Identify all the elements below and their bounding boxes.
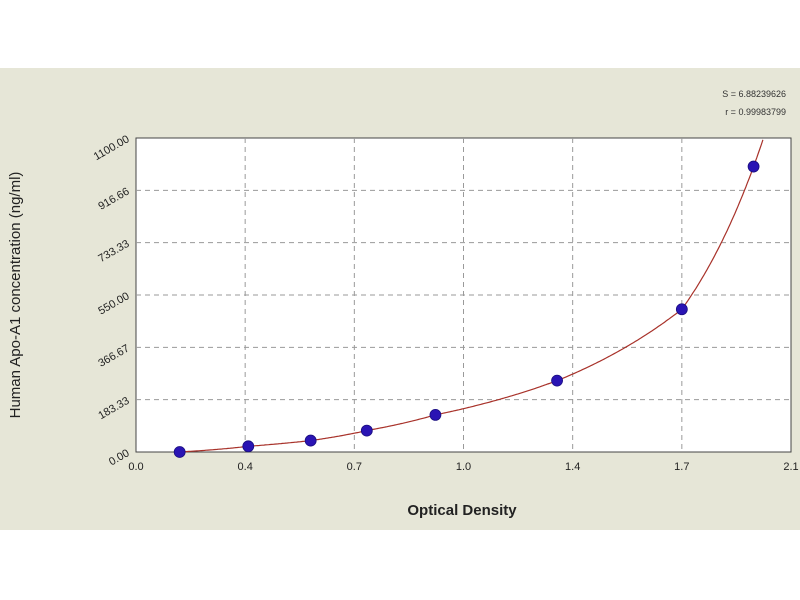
y-tick-label: 550.00 [96, 290, 131, 317]
y-tick-label: 366.67 [96, 343, 131, 370]
grid-lines [136, 138, 791, 452]
x-axis-label: Optical Density [407, 502, 517, 519]
y-tick-label: 916.66 [96, 186, 131, 213]
chart-svg: 0.00183.33366.67550.00733.33916.661100.0… [7, 89, 799, 519]
x-tick-label: 1.4 [565, 461, 580, 473]
x-tick-label: 1.7 [674, 461, 689, 473]
y-tick-label: 183.33 [96, 395, 131, 422]
data-points [173, 160, 760, 458]
data-point [173, 446, 186, 458]
data-point [747, 160, 760, 173]
x-tick-label: 0.4 [238, 461, 253, 473]
data-point [304, 434, 317, 447]
y-tick-label: 733.33 [96, 238, 131, 265]
y-tick-labels: 0.00183.33366.67550.00733.33916.661100.0… [92, 133, 132, 468]
data-point [675, 303, 688, 316]
chart-figure: 0.00 183.33 366.67 550.00 733.33 916.66 1100.0… [0, 68, 800, 530]
data-point [242, 440, 255, 453]
x-tick-label: 0.7 [347, 461, 362, 473]
x-tick-label: 0.0 [128, 461, 143, 473]
y-tick-label: 1100.00 [92, 133, 132, 163]
data-point [429, 408, 442, 421]
data-point [360, 424, 373, 437]
x-tick-labels: 0.0 0.4 0.7 1.0 1.4 1.7 2.1 [128, 461, 798, 473]
fit-curve-line [179, 139, 764, 453]
fit-s-value: S = 6.88239626 [722, 89, 786, 99]
fit-r-value: r = 0.99983799 [725, 107, 786, 117]
data-point [551, 374, 563, 387]
x-tick-label: 2.1 [783, 461, 798, 473]
y-axis-label: Human Apo-A1 concentration (ng/ml) [7, 172, 24, 419]
x-tick-label: 1.0 [456, 461, 471, 473]
